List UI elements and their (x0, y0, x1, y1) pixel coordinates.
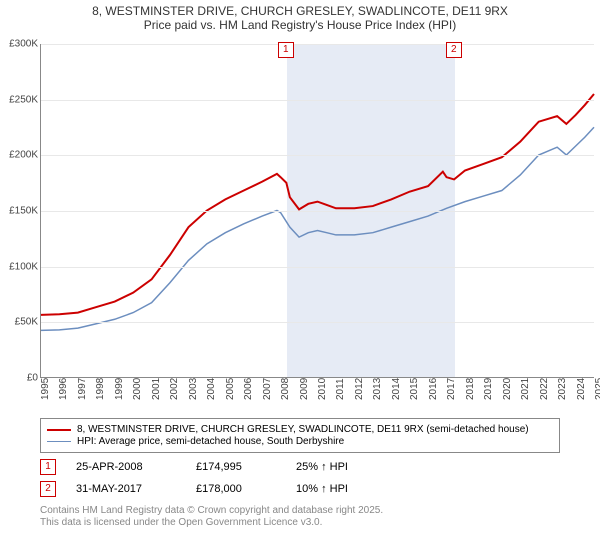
y-tick-label: £200K (9, 150, 38, 161)
chart-subtitle: Price paid vs. HM Land Registry's House … (0, 18, 600, 34)
gridline (41, 100, 594, 101)
footnote-line: Contains HM Land Registry data © Crown c… (40, 505, 560, 517)
event-delta: 10% ↑ HPI (296, 483, 348, 495)
x-tick-label: 1997 (77, 378, 88, 400)
x-tick-label: 2009 (299, 378, 310, 400)
legend-label: HPI: Average price, semi-detached house,… (77, 436, 344, 447)
x-tick-label: 2021 (520, 378, 531, 400)
y-axis: £0 £50K £100K £150K £200K £250K £300K (0, 34, 40, 414)
x-tick-label: 2011 (335, 378, 346, 400)
gridline (41, 44, 594, 45)
chart-title: 8, WESTMINSTER DRIVE, CHURCH GRESLEY, SW… (0, 0, 600, 18)
x-tick-label: 1998 (95, 378, 106, 400)
x-tick-label: 2020 (502, 378, 513, 400)
y-tick-label: £0 (27, 373, 38, 384)
event-marker: 2 (446, 42, 462, 58)
x-tick-label: 2002 (169, 378, 180, 400)
x-tick-label: 1996 (58, 378, 69, 400)
gridline (41, 155, 594, 156)
x-tick-label: 1995 (40, 378, 51, 400)
y-tick-label: £50K (15, 317, 38, 328)
x-tick-label: 2003 (188, 378, 199, 400)
legend-item: HPI: Average price, semi-detached house,… (47, 436, 553, 447)
x-tick-label: 2022 (539, 378, 550, 400)
event-number-icon: 1 (40, 459, 56, 475)
x-tick-label: 2010 (317, 378, 328, 400)
event-delta: 25% ↑ HPI (296, 461, 348, 473)
x-tick-label: 2023 (557, 378, 568, 400)
y-tick-label: £150K (9, 206, 38, 217)
x-tick-label: 2007 (262, 378, 273, 400)
y-tick-label: £300K (9, 39, 38, 50)
gridline (41, 211, 594, 212)
event-row: 1 25-APR-2008 £174,995 25% ↑ HPI (40, 459, 560, 475)
x-tick-label: 2016 (428, 378, 439, 400)
gridline (41, 322, 594, 323)
series-line-hpi_avg (41, 127, 594, 330)
event-list: 1 25-APR-2008 £174,995 25% ↑ HPI 2 31-MAY-201… (40, 459, 560, 497)
x-axis: 1995 1996 1997 1998 1999 2000 2001 2002 2003 2004… (40, 378, 594, 414)
x-tick-label: 1999 (114, 378, 125, 400)
gridline (41, 267, 594, 268)
event-price: £174,995 (196, 461, 276, 473)
x-tick-label: 2019 (483, 378, 494, 400)
x-tick-label: 2013 (372, 378, 383, 400)
footnote-line: This data is licensed under the Open Gov… (40, 517, 560, 529)
x-tick-label: 2024 (576, 378, 587, 400)
series-line-price_paid (41, 94, 594, 315)
x-tick-label: 2000 (132, 378, 143, 400)
x-tick-label: 2005 (225, 378, 236, 400)
event-number-icon: 2 (40, 481, 56, 497)
y-tick-label: £100K (9, 261, 38, 272)
legend-label: 8, WESTMINSTER DRIVE, CHURCH GRESLEY, SW… (77, 424, 529, 435)
legend: 8, WESTMINSTER DRIVE, CHURCH GRESLEY, SW… (40, 418, 560, 453)
x-tick-label: 2008 (280, 378, 291, 400)
y-tick-label: £250K (9, 94, 38, 105)
x-tick-label: 2001 (151, 378, 162, 400)
event-price: £178,000 (196, 483, 276, 495)
x-tick-label: 2014 (391, 378, 402, 400)
x-tick-label: 2012 (354, 378, 365, 400)
legend-line-icon (47, 441, 71, 442)
x-tick-label: 2006 (243, 378, 254, 400)
legend-item: 8, WESTMINSTER DRIVE, CHURCH GRESLEY, SW… (47, 424, 553, 435)
plot-area (40, 44, 594, 378)
event-date: 31-MAY-2017 (76, 483, 176, 495)
x-tick-label: 2018 (465, 378, 476, 400)
x-tick-label: 2004 (206, 378, 217, 400)
legend-line-icon (47, 429, 71, 431)
event-date: 25-APR-2008 (76, 461, 176, 473)
x-tick-label: 2015 (409, 378, 420, 400)
x-tick-label: 2017 (446, 378, 457, 400)
x-tick-label: 2025 (594, 378, 600, 400)
event-row: 2 31-MAY-2017 £178,000 10% ↑ HPI (40, 481, 560, 497)
footnote: Contains HM Land Registry data © Crown c… (40, 505, 560, 529)
event-marker: 1 (278, 42, 294, 58)
chart-area: £0 £50K £100K £150K £200K £250K £300K 1995 1996… (0, 34, 600, 414)
